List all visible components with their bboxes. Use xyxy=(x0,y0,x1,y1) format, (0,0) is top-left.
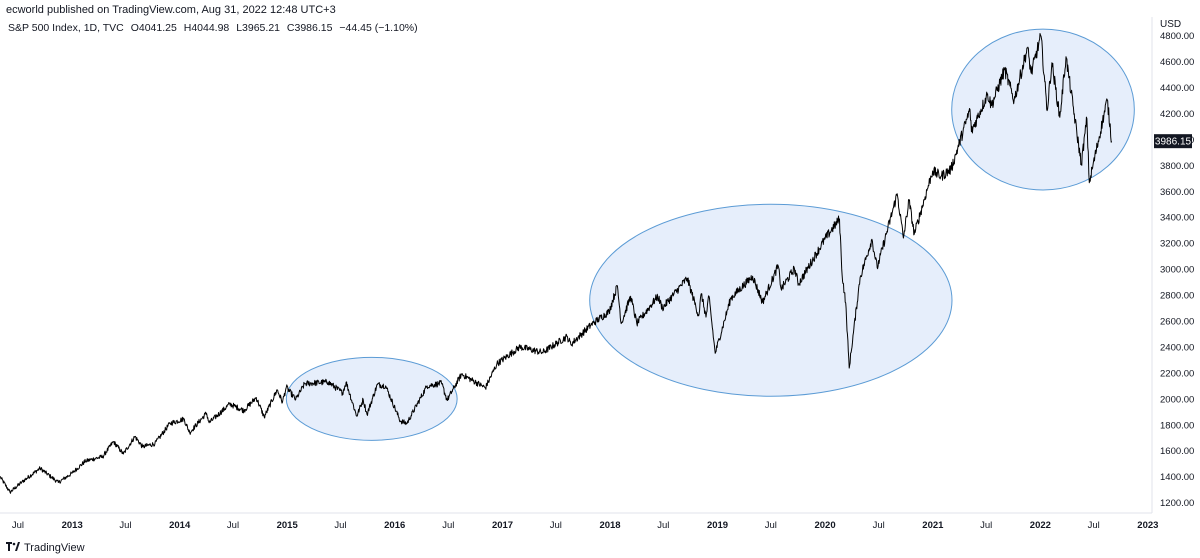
y-tick-label: 4600.00 xyxy=(1160,57,1194,68)
time-axis[interactable]: Jul 2013 Jul 2014 Jul 2015 Jul 2016 Jul 2017 Jul 20… xyxy=(12,520,1159,531)
y-tick-label: 3000.00 xyxy=(1160,265,1194,276)
x-tick-label: Jul xyxy=(980,520,992,531)
y-tick-label: 1200.00 xyxy=(1160,498,1194,509)
x-tick-label: Jul xyxy=(227,520,239,531)
x-tick-label: 2022 xyxy=(1030,520,1051,531)
highlight-ellipse-2[interactable] xyxy=(589,203,953,397)
last-price-label: 3986.15 xyxy=(1155,137,1192,148)
y-tick-label: 2800.00 xyxy=(1160,291,1194,302)
series-line-0 xyxy=(0,33,1113,494)
x-tick-label: 2014 xyxy=(169,520,191,531)
y-tick-label: 2400.00 xyxy=(1160,342,1194,353)
x-tick-label: Jul xyxy=(765,520,777,531)
y-tick-label: 2000.00 xyxy=(1160,394,1194,405)
x-tick-label: 2018 xyxy=(599,520,620,531)
y-tick-label: 3800.00 xyxy=(1160,161,1194,172)
y-tick-label: 4200.00 xyxy=(1160,109,1194,120)
close-value: C3986.15 xyxy=(286,22,333,34)
high-value: H4044.98 xyxy=(183,22,230,34)
chart-pane[interactable]: 1200.00 1400.00 1600.00 1800.00 2000.00 2200.… xyxy=(0,17,1200,536)
y-tick-label: 1400.00 xyxy=(1160,472,1194,483)
highlight-ellipses xyxy=(285,28,1135,441)
x-tick-label: 2021 xyxy=(922,520,944,531)
y-tick-label: 4400.00 xyxy=(1160,83,1194,94)
y-tick-label: 1800.00 xyxy=(1160,420,1194,431)
x-tick-label: Jul xyxy=(873,520,885,531)
x-tick-label: Jul xyxy=(1088,520,1100,531)
low-value: L3965.21 xyxy=(236,22,280,34)
x-tick-label: Jul xyxy=(119,520,131,531)
x-tick-label: Jul xyxy=(550,520,562,531)
highlight-ellipse-3[interactable] xyxy=(951,28,1135,191)
tradingview-logo-icon[interactable] xyxy=(6,542,20,554)
x-tick-label: 2023 xyxy=(1137,520,1158,531)
publish-header: ecworld published on TradingView.com, Au… xyxy=(6,4,336,16)
change-value: −44.45 (−1.10%) xyxy=(339,22,418,34)
x-tick-label: 2016 xyxy=(384,520,405,531)
symbol-legend[interactable]: S&P 500 Index, 1D, TVC O4041.25 H4044.98… xyxy=(8,22,422,34)
y-tick-label: 4800.00 xyxy=(1160,31,1194,42)
y-tick-label: 3400.00 xyxy=(1160,213,1194,224)
x-tick-label: 2020 xyxy=(814,520,835,531)
price-series xyxy=(0,33,1113,494)
x-tick-label: Jul xyxy=(442,520,454,531)
y-tick-label: 1600.00 xyxy=(1160,446,1194,457)
x-tick-label: Jul xyxy=(657,520,669,531)
last-price-tag: 3986.15 xyxy=(1154,134,1192,149)
footer: TradingView xyxy=(6,542,85,554)
highlight-ellipse-1[interactable] xyxy=(285,356,458,441)
price-axis[interactable]: 1200.00 1400.00 1600.00 1800.00 2000.00 2200.… xyxy=(1160,31,1194,509)
symbol-title[interactable]: S&P 500 Index, 1D, TVC xyxy=(8,22,124,34)
x-tick-label: 2019 xyxy=(707,520,728,531)
x-tick-label: 2017 xyxy=(492,520,513,531)
y-tick-label: 3600.00 xyxy=(1160,187,1194,198)
y-tick-label: 3200.00 xyxy=(1160,239,1194,250)
open-value: O4041.25 xyxy=(130,22,177,34)
x-tick-label: Jul xyxy=(12,520,24,531)
tradingview-brand[interactable]: TradingView xyxy=(24,542,85,554)
y-tick-label: 2200.00 xyxy=(1160,368,1194,379)
y-tick-label: 2600.00 xyxy=(1160,316,1194,327)
x-tick-label: 2015 xyxy=(277,520,299,531)
currency-label: USD xyxy=(1160,19,1181,30)
x-tick-label: Jul xyxy=(334,520,346,531)
x-tick-label: 2013 xyxy=(62,520,83,531)
